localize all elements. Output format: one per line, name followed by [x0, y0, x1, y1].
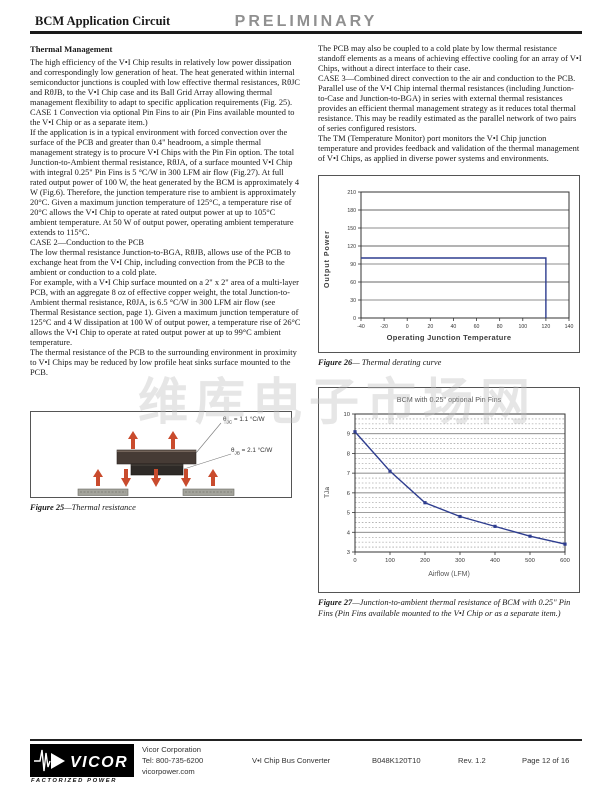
svg-text:30: 30 [350, 298, 356, 304]
left-column: Thermal Management The high efficiency o… [30, 44, 302, 514]
svg-text:20: 20 [427, 324, 433, 330]
airflow-axis-label: Airflow (LFM) [428, 570, 470, 578]
svg-text:3: 3 [347, 550, 350, 556]
leader-line-jc [195, 422, 222, 454]
figure27-caption: Figure 27—Junction-to-ambient thermal re… [318, 597, 571, 618]
figure25-caption: Figure 25—Thermal resistance [30, 503, 136, 512]
logo-tagline: FACTORIZED POWER [31, 778, 118, 784]
svg-text:90: 90 [350, 262, 356, 268]
svg-text:6: 6 [347, 491, 350, 497]
heat-up-arrow-icon [93, 469, 103, 486]
svg-text:300: 300 [455, 558, 465, 564]
svg-text:8: 8 [347, 451, 350, 457]
logo-waveform-icon: VICOR [34, 749, 128, 772]
svg-text:180: 180 [347, 208, 356, 214]
vicor-logo: VICOR [30, 744, 134, 777]
paragraph-case3: CASE 3—Combined direct convection to the… [318, 74, 576, 83]
svg-text:VICOR: VICOR [70, 754, 128, 771]
junction-temperature-axis-label: Operating Junction Temperature [386, 333, 512, 342]
paragraph-efficiency: The high efficiency of the V•I Chip resu… [30, 58, 300, 107]
paragraph-case2: CASE 2—Conduction to the PCB [30, 238, 145, 247]
svg-text:400: 400 [490, 558, 500, 564]
svg-text:0: 0 [353, 558, 356, 564]
output-power-axis-label: Output Power [324, 230, 331, 288]
svg-text:140: 140 [565, 324, 574, 330]
paragraph-pin-fin: If the application is in a typical envir… [30, 128, 300, 237]
footer-tel: Tel: 800-735-6200 [142, 756, 204, 765]
paragraph-heat-sinks: The thermal resistance of the PCB to the… [30, 348, 297, 377]
svg-text:500: 500 [525, 558, 535, 564]
svg-text:10: 10 [344, 412, 350, 418]
svg-text:-20: -20 [380, 324, 388, 330]
figure26-caption: Figure 26— Thermal derating curve [318, 358, 442, 367]
right-column: The PCB may also be coupled to a cold pl… [318, 44, 582, 619]
leader-line-jb [183, 453, 232, 470]
paragraph-tm-port: The TM (Temperature Monitor) port monito… [318, 134, 580, 163]
paragraph-example-pcb: For example, with a V•I Chip surface mou… [30, 278, 301, 347]
svg-text:-40: -40 [357, 324, 365, 330]
footer-product: V•I Chip Bus Converter [252, 756, 331, 765]
svg-text:7: 7 [347, 471, 350, 477]
chip-case [116, 449, 197, 465]
svg-text:0: 0 [406, 324, 409, 330]
footer-company-block: Vicor Corporation Tel: 800-735-6200 vico… [142, 744, 203, 777]
svg-text:600: 600 [560, 558, 570, 564]
svg-text:40: 40 [451, 324, 457, 330]
heat-up-arrow-icon [168, 431, 178, 449]
footer-part-number: B048K120T10 [372, 756, 421, 765]
svg-text:100: 100 [518, 324, 527, 330]
svg-text:9: 9 [347, 432, 350, 438]
theta-jc-label: θJC = 1.1 °C/W [223, 416, 265, 425]
heat-up-arrow-icon [128, 431, 138, 449]
figure25-box: θJC = 1.1 °C/W θJB = 2.1 °C/W [30, 411, 292, 498]
heat-down-arrow-icon [181, 469, 191, 487]
section-heading-thermal-management: Thermal Management [30, 44, 113, 54]
heat-down-arrow-icon [121, 469, 131, 487]
footer-website: vicorpower.com [142, 767, 195, 776]
page-title: BCM Application Circuit [35, 14, 171, 28]
thermal-derating-chart: 0 30 60 90 120 150 180 210 -40 -20 0 20 40 60 80 100 120… [347, 190, 574, 330]
figure26-box: 0 30 60 90 120 150 180 210 -40 -20 0 20 40 60 80 100 120… [318, 175, 580, 353]
svg-text:5: 5 [347, 510, 350, 516]
heat-up-arrow-icon [208, 469, 218, 486]
svg-text:100: 100 [385, 558, 395, 564]
svg-text:4: 4 [347, 530, 351, 536]
svg-text:0: 0 [353, 316, 356, 322]
paragraph-junction-to-bga: The low thermal resistance Junction-to-B… [30, 248, 291, 277]
svg-text:120: 120 [347, 244, 356, 250]
svg-text:120: 120 [542, 324, 551, 330]
footer-company: Vicor Corporation [142, 745, 201, 754]
heat-down-arrow-icon [151, 469, 161, 487]
pcb-pad-right [182, 488, 235, 496]
svg-text:150: 150 [347, 226, 356, 232]
svg-text:60: 60 [474, 324, 480, 330]
theta-jb-label: θJB = 2.1 °C/W [231, 447, 273, 456]
header-rule [30, 31, 582, 34]
svg-text:200: 200 [420, 558, 430, 564]
figure27-box: BCM with 0.25" optional Pin Fins 3 4 5 6 7 8 9… [318, 386, 580, 593]
svg-text:60: 60 [350, 280, 356, 286]
tja-axis-label: TJa [324, 487, 331, 499]
footer-page-number: Page 12 of 16 [522, 756, 570, 765]
paragraph-case1: CASE 1 Convection via optional Pin Fins … [30, 108, 295, 127]
preliminary-stamp: PRELIMINARY [234, 13, 378, 30]
thermal-resistance-diagram [77, 422, 235, 496]
paragraph-parallel-use: Parallel use of the V•I Chip internal th… [318, 84, 577, 133]
figure27-chart-title: BCM with 0.25" optional Pin Fins [396, 394, 502, 404]
paragraph-cold-plate: The PCB may also be coupled to a cold pl… [318, 44, 582, 73]
svg-text:80: 80 [497, 324, 503, 330]
footer-rule [30, 739, 582, 741]
footer-revision: Rev. 1.2 [458, 756, 486, 765]
svg-text:210: 210 [347, 190, 356, 196]
